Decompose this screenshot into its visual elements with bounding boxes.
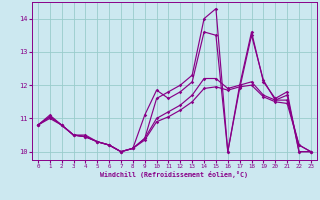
X-axis label: Windchill (Refroidissement éolien,°C): Windchill (Refroidissement éolien,°C)	[100, 171, 248, 178]
